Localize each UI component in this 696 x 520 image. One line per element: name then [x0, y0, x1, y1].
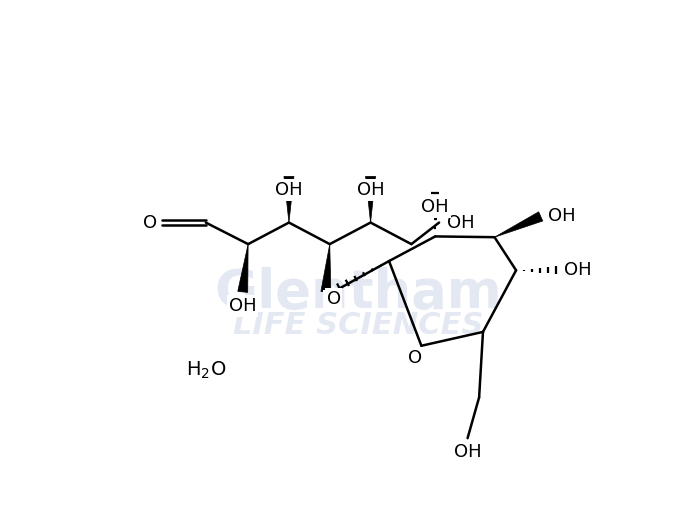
Polygon shape — [284, 176, 294, 223]
Polygon shape — [365, 176, 376, 223]
Text: O: O — [325, 292, 339, 310]
Polygon shape — [321, 244, 331, 292]
Text: O: O — [408, 349, 422, 367]
Text: O: O — [143, 214, 157, 231]
Text: OH: OH — [454, 443, 482, 461]
Text: OH: OH — [447, 214, 475, 231]
Text: Glentham: Glentham — [214, 267, 502, 319]
Text: O: O — [326, 290, 340, 308]
Text: OH: OH — [357, 181, 384, 199]
Text: OH: OH — [564, 261, 592, 279]
Polygon shape — [495, 212, 543, 237]
Text: OH: OH — [229, 297, 257, 315]
Text: OH: OH — [548, 207, 576, 225]
Text: OH: OH — [421, 198, 449, 216]
Polygon shape — [238, 244, 248, 292]
Text: H$_2$O: H$_2$O — [186, 360, 226, 381]
Text: LIFE SCIENCES: LIFE SCIENCES — [233, 311, 484, 340]
Text: OH: OH — [275, 181, 303, 199]
